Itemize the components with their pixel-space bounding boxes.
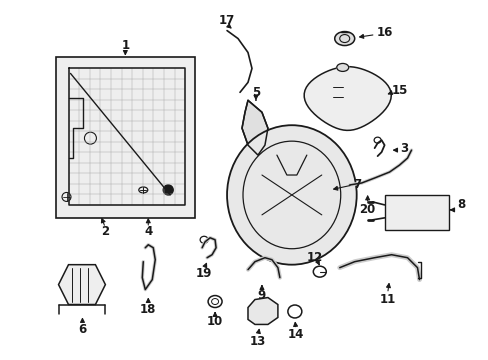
Ellipse shape xyxy=(336,63,348,71)
Text: 8: 8 xyxy=(456,198,465,211)
Text: 6: 6 xyxy=(78,323,86,336)
Polygon shape xyxy=(247,298,277,324)
Text: 5: 5 xyxy=(251,86,260,99)
Text: 12: 12 xyxy=(306,251,322,264)
Text: 2: 2 xyxy=(101,225,109,238)
Polygon shape xyxy=(304,67,390,130)
Polygon shape xyxy=(242,100,267,155)
Text: 7: 7 xyxy=(353,179,361,192)
Ellipse shape xyxy=(334,32,354,45)
Text: 17: 17 xyxy=(219,14,235,27)
Text: 20: 20 xyxy=(359,203,375,216)
Text: 3: 3 xyxy=(400,141,408,155)
Polygon shape xyxy=(59,265,105,305)
Text: 16: 16 xyxy=(376,26,392,39)
FancyBboxPatch shape xyxy=(56,58,195,218)
Text: 10: 10 xyxy=(206,315,223,328)
FancyBboxPatch shape xyxy=(384,195,448,230)
Ellipse shape xyxy=(226,125,356,265)
Text: 14: 14 xyxy=(287,328,304,341)
Text: 9: 9 xyxy=(257,289,265,302)
Circle shape xyxy=(163,185,173,195)
Text: 11: 11 xyxy=(379,293,395,306)
Text: 18: 18 xyxy=(140,303,156,316)
Text: 19: 19 xyxy=(196,267,212,280)
Text: 4: 4 xyxy=(144,225,152,238)
Text: 1: 1 xyxy=(121,39,129,52)
Text: 13: 13 xyxy=(249,335,265,348)
Text: 15: 15 xyxy=(390,84,407,97)
